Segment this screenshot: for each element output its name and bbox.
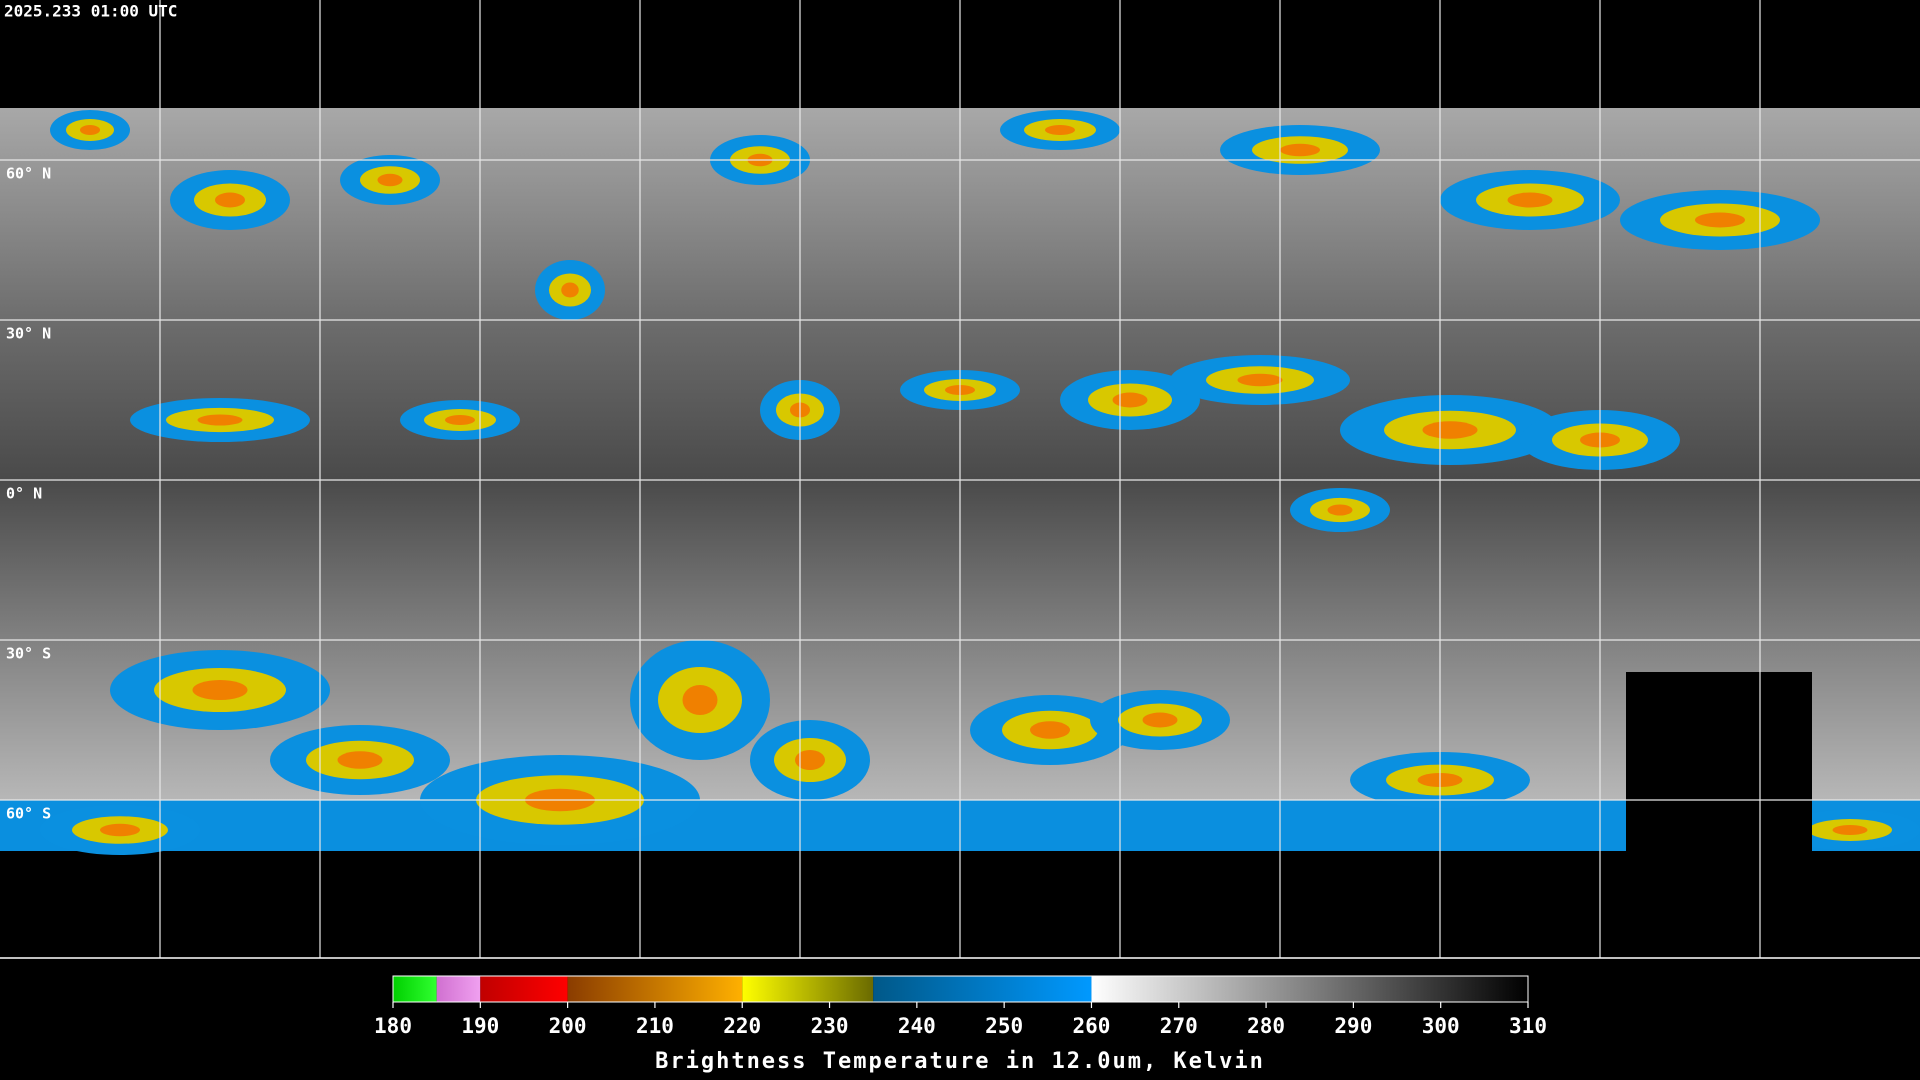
cloud-coldest [1422,421,1478,439]
cloud-coldest [197,414,243,426]
latitude-label: 0° N [6,485,42,503]
colorbar-tick-label: 260 [1072,1014,1110,1038]
colorbar-title: Brightness Temperature in 12.0um, Kelvin [655,1049,1265,1074]
colorbar-tick-label: 280 [1247,1014,1285,1038]
colorbar-tick-label: 210 [636,1014,674,1038]
cloud-coldest [1280,143,1320,157]
colorbar-segment [436,976,481,1002]
cloud-coldest [377,173,403,187]
timestamp: 2025.233 01:00 UTC [4,2,177,21]
colorbar-tick-label: 310 [1509,1014,1547,1038]
cloud-coldest [80,125,100,135]
cloud-coldest [215,192,245,208]
colorbar-tick-label: 300 [1422,1014,1460,1038]
colorbar-segment [567,976,743,1002]
cloud-coldest [1045,125,1075,135]
cloud-coldest [795,750,825,770]
latitude-label: 30° N [6,325,51,343]
colorbar-segment [873,976,1092,1002]
colorbar-segment [1091,976,1528,1002]
colorbar: 180 190 200 210 220 230 240 250 260 270 280 290 300 3… [374,975,1547,1038]
latitude-label: 60° N [6,165,51,183]
cloud-coldest [1695,212,1745,228]
cloud-coldest [682,685,718,715]
cloud-coldest [1832,825,1868,835]
colorbar-segment [393,976,437,1002]
latitude-label: 60° S [6,805,51,823]
cloud-coldest [1112,392,1148,408]
latitude-label: 30° S [6,645,51,663]
cloud-coldest [561,282,579,298]
cloud-coldest [100,823,140,837]
colorbar-segment [742,976,874,1002]
colorbar-frame [392,975,1529,1003]
colorbar-tick-label: 230 [811,1014,849,1038]
cloud-coldest [1030,721,1070,739]
colorbar-tick-label: 240 [898,1014,936,1038]
cloud-coldest [1507,192,1553,208]
cloud-coldest [1327,504,1353,516]
colorbar-tick-label: 220 [723,1014,761,1038]
cloud-coldest [1142,712,1178,728]
colorbar-tick-label: 200 [549,1014,587,1038]
colorbar-tick-label: 270 [1160,1014,1198,1038]
cloud-coldest [1237,373,1283,387]
missing-data [1626,672,1812,852]
cloud-coldest [337,751,383,769]
colorbar-tick-label: 290 [1334,1014,1372,1038]
graticule: 60° N 30° N 0° N 30° S 60° S [0,0,1920,959]
colorbar-tick-label: 190 [461,1014,499,1038]
cloud-coldest [192,680,248,700]
colorbar-tick-label: 250 [985,1014,1023,1038]
colorbar-segment [480,976,568,1002]
colorbar-tick-label: 180 [374,1014,412,1038]
cloud-coldest [445,415,475,425]
